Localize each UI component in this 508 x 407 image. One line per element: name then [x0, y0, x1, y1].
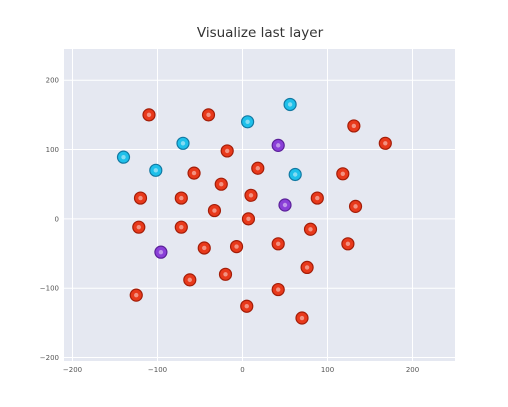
scatter-point — [310, 191, 324, 205]
scatter-point — [197, 241, 211, 255]
scatter-point — [142, 108, 156, 122]
scatter-point — [116, 150, 131, 164]
scatter-point — [244, 188, 258, 202]
scatter-point — [220, 144, 234, 158]
scatter-point — [174, 191, 188, 205]
chart-title: Visualize last layer — [197, 25, 324, 41]
x-tick-label: 0 — [240, 366, 244, 374]
scatter-point — [271, 138, 285, 152]
x-axis-ticks: −200 −100 0 100 200 — [63, 366, 419, 374]
scatter-point — [271, 237, 285, 251]
scatter-point — [187, 166, 201, 180]
scatter-point — [183, 273, 197, 287]
y-tick-label: 0 — [55, 215, 59, 223]
scatter-point — [303, 222, 318, 236]
x-tick-label: 100 — [321, 366, 334, 374]
y-tick-label: 100 — [46, 146, 59, 154]
scatter-point — [214, 177, 228, 191]
y-axis-ticks: −200 −100 0 100 200 — [40, 77, 59, 362]
scatter-point — [300, 260, 314, 274]
scatter-point — [154, 245, 168, 259]
scatter-point — [278, 198, 292, 212]
y-tick-label: −200 — [40, 354, 59, 362]
scatter-point — [132, 220, 146, 234]
scatter-point — [241, 212, 256, 226]
scatter-point — [201, 108, 216, 122]
scatter-point — [149, 163, 163, 177]
scatter-point — [174, 220, 188, 234]
x-tick-label: 200 — [406, 366, 419, 374]
scatter-point — [129, 288, 143, 302]
scatter-point — [240, 299, 254, 313]
scatter-point — [229, 240, 244, 254]
scatter-point — [218, 267, 233, 281]
scatter-point — [283, 97, 297, 112]
scatter-point — [288, 167, 302, 182]
scatter-point — [347, 119, 361, 133]
x-tick-label: −100 — [148, 366, 167, 374]
y-tick-label: 200 — [46, 77, 59, 85]
scatter-point — [241, 115, 255, 129]
scatter-point — [336, 167, 350, 181]
scatter-point — [251, 161, 265, 175]
scatter-point — [378, 136, 392, 150]
plot-area — [64, 49, 455, 361]
x-tick-label: −200 — [63, 366, 82, 374]
scatter-point — [341, 237, 355, 251]
scatter-point — [295, 311, 309, 325]
grid-lines — [64, 49, 455, 361]
scatter-point — [348, 199, 363, 213]
data-points — [116, 97, 392, 325]
y-tick-label: −100 — [40, 285, 59, 293]
scatter-point — [207, 203, 222, 218]
scatter-point — [133, 191, 148, 205]
scatter-point — [271, 282, 285, 297]
scatter-point — [176, 136, 190, 150]
